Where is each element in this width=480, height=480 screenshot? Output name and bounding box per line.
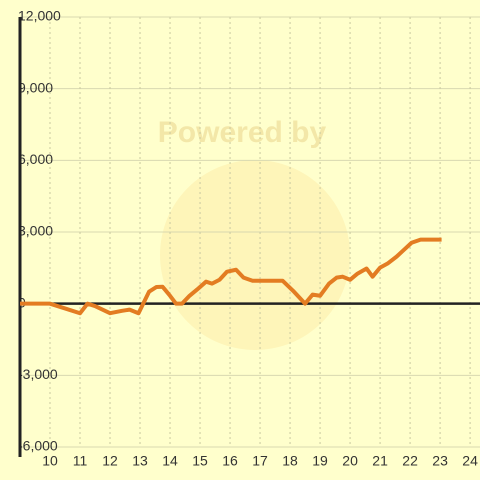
x-tick-label: 19 <box>312 453 328 469</box>
x-tick-label: 22 <box>402 453 418 469</box>
line-series <box>20 237 442 316</box>
x-tick-label: 12 <box>102 453 118 469</box>
x-tick-label: 16 <box>222 453 238 469</box>
x-tick-label: 13 <box>132 453 148 469</box>
watermark-logo <box>160 160 350 350</box>
y-tick-label: -3,000 <box>18 366 58 382</box>
y-tick-label: 9,000 <box>18 79 53 95</box>
x-tick-label: 21 <box>372 453 388 469</box>
x-tick-label: 15 <box>192 453 208 469</box>
x-tick-label: 18 <box>282 453 298 469</box>
watermark: Powered by <box>158 116 327 149</box>
x-tick-label: 24 <box>462 453 478 469</box>
x-tick-label: 11 <box>73 453 88 469</box>
x-tick-label: 17 <box>252 453 268 469</box>
x-tick-label: 20 <box>342 453 358 469</box>
x-tick-label: 10 <box>42 453 58 469</box>
y-tick-label: 12,000 <box>18 8 61 24</box>
y-tick-label: 6,000 <box>18 151 53 167</box>
x-tick-label: 14 <box>162 453 178 469</box>
y-tick-label: 3,000 <box>18 223 53 239</box>
x-tick-label: 23 <box>432 453 448 469</box>
y-tick-label: -6,000 <box>18 438 58 454</box>
